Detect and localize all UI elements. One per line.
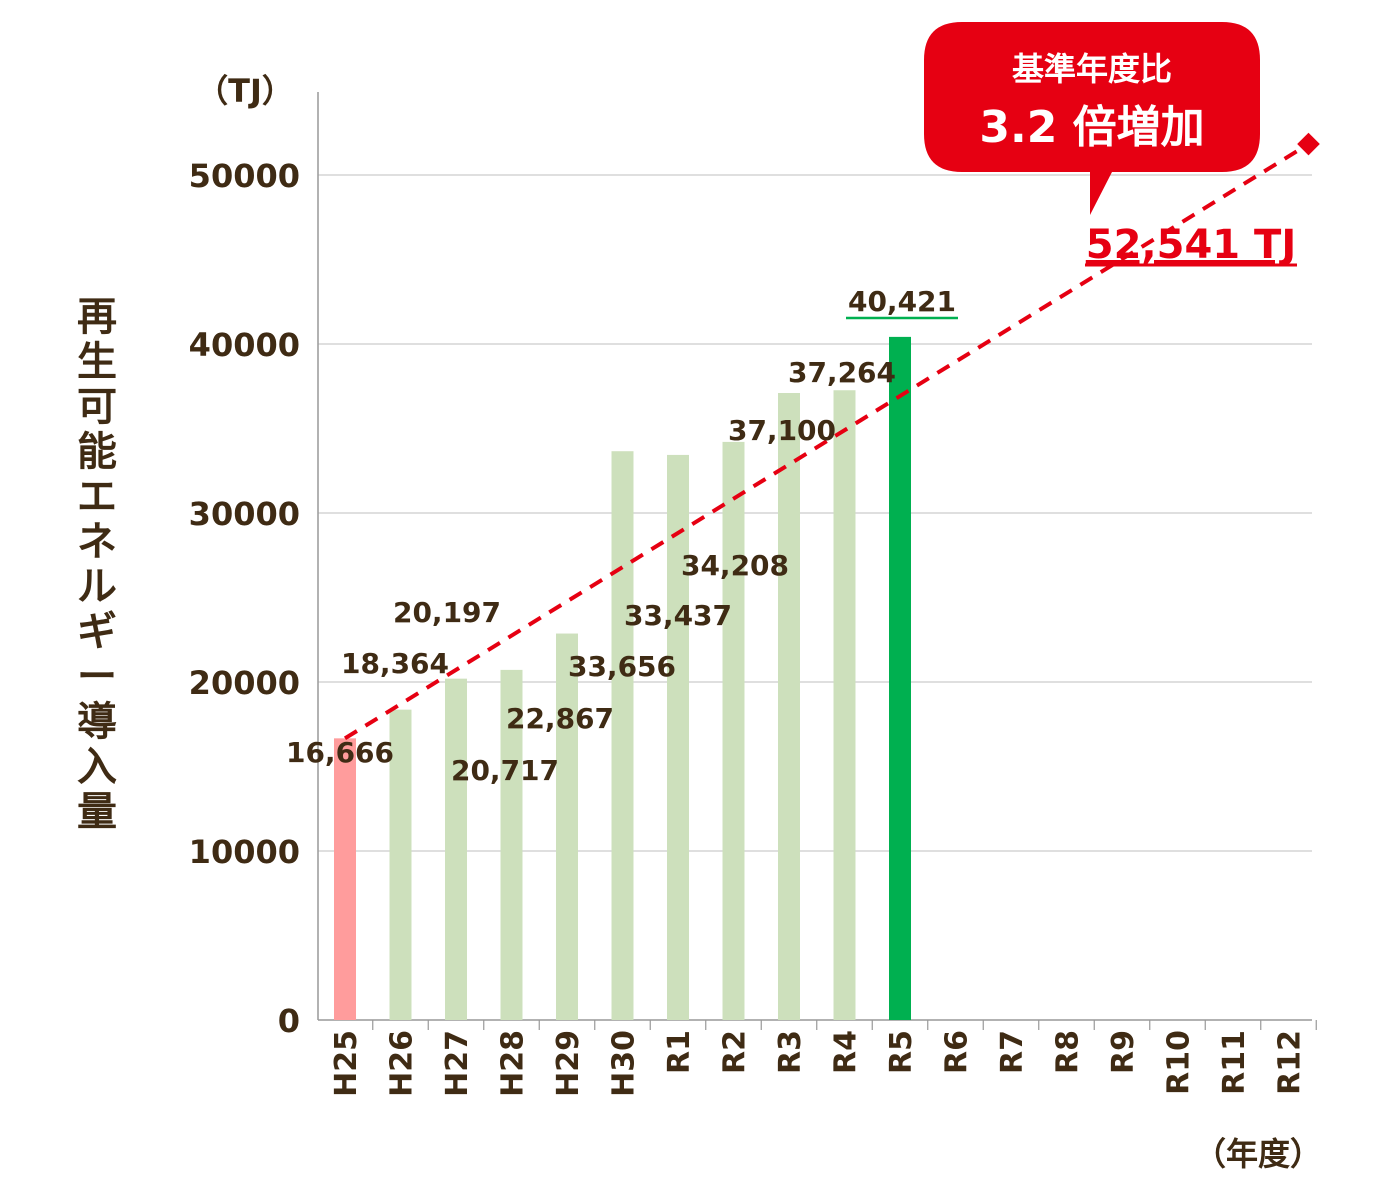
x-tick-label: R9 — [1106, 1030, 1141, 1074]
value-label-r3: 37,100 — [728, 414, 836, 447]
y-tick-label: 10000 — [189, 833, 300, 871]
x-tick-label: R5 — [884, 1030, 919, 1074]
y-axis-label-char: ネ — [77, 519, 117, 565]
value-label-r1: 33,437 — [624, 599, 732, 632]
x-tick-label: H30 — [607, 1030, 642, 1097]
bars — [334, 336, 911, 1021]
y-axis-label-char: 再 — [77, 294, 117, 340]
value-label-h26: 18,364 — [341, 647, 449, 680]
value-label-h25: 16,666 — [286, 736, 394, 769]
callout-bubble: 基準年度比 3.2 倍増加 — [924, 22, 1260, 215]
x-tick-label: H25 — [329, 1030, 364, 1097]
bar-r3 — [778, 393, 800, 1020]
x-tick-label: R12 — [1273, 1030, 1308, 1095]
y-tick-label: 20000 — [189, 664, 300, 702]
bar-r5 — [889, 336, 911, 1020]
x-tick-label: H29 — [551, 1030, 586, 1097]
x-tick-label: R8 — [1051, 1030, 1086, 1074]
callout-line2: 3.2 倍増加 — [979, 102, 1204, 153]
bar-r2 — [722, 441, 745, 1021]
y-axis-label-char: 量 — [77, 789, 117, 835]
y-axis-label-char: 入 — [77, 744, 117, 790]
target-end-marker — [1297, 132, 1320, 156]
x-tick-label: R10 — [1162, 1030, 1197, 1095]
bar-h27 — [445, 678, 467, 1020]
bar-h26 — [389, 709, 412, 1020]
y-tick-label: 30000 — [189, 495, 300, 533]
y-axis-label-char: ル — [77, 564, 117, 610]
gridlines — [318, 174, 1312, 852]
y-axis-label-char: 生 — [77, 339, 117, 385]
callout-shape — [924, 22, 1260, 215]
value-label-h27: 20,197 — [393, 596, 501, 629]
callout-line1: 基準年度比 — [1012, 50, 1172, 88]
value-label-h30: 33,656 — [568, 650, 676, 683]
value-label-r2: 34,208 — [681, 549, 789, 582]
y-axis-label-char: エ — [77, 474, 117, 520]
y-tick-label: 0 — [278, 1002, 300, 1040]
x-tick-label: R6 — [940, 1030, 975, 1074]
y-axis-label-char: 能 — [77, 429, 117, 475]
value-label-r4: 37,264 — [788, 356, 896, 389]
x-tick-label: R7 — [995, 1030, 1030, 1074]
x-tick-label: H27 — [440, 1030, 475, 1097]
y-axis-label-char: ー — [77, 654, 117, 700]
x-tick-label: H26 — [385, 1030, 420, 1097]
bar-h25 — [334, 738, 356, 1020]
y-tick-label: 50000 — [189, 157, 300, 195]
y-unit-label: （TJ） — [196, 72, 294, 110]
bar-h30 — [611, 451, 634, 1020]
target-dashed-line — [343, 142, 1310, 741]
value-label-h28: 20,717 — [451, 754, 559, 787]
x-tick-label: H28 — [496, 1030, 531, 1097]
x-tick-label: R3 — [773, 1030, 808, 1074]
bar-h28 — [500, 669, 523, 1020]
x-tick-label: R2 — [718, 1030, 753, 1074]
x-tick-label: R11 — [1217, 1030, 1252, 1095]
bar-r4 — [833, 390, 856, 1020]
x-unit-label: （年度） — [1194, 1135, 1322, 1173]
bar-r1 — [667, 454, 689, 1021]
y-axis-label-char: 可 — [77, 384, 117, 430]
x-tick-label: R4 — [829, 1030, 864, 1074]
data-labels: 16,666 18,364 20,197 20,717 22,867 33,656 33,4… — [286, 285, 958, 787]
bar-h29 — [556, 633, 578, 1020]
axes: 0 10000 20000 30000 40000 50000 H25 H26 H27 H28 H2… — [189, 92, 1317, 1097]
target-value-label: 52,541 TJ — [1086, 222, 1296, 268]
y-tick-label: 40000 — [189, 326, 300, 364]
value-label-r5: 40,421 — [848, 285, 956, 318]
x-tick-label: R1 — [662, 1030, 697, 1074]
y-axis-label-char: ギ — [77, 609, 117, 655]
y-axis-label-char: 導 — [77, 699, 117, 745]
value-label-h29: 22,867 — [506, 702, 614, 735]
